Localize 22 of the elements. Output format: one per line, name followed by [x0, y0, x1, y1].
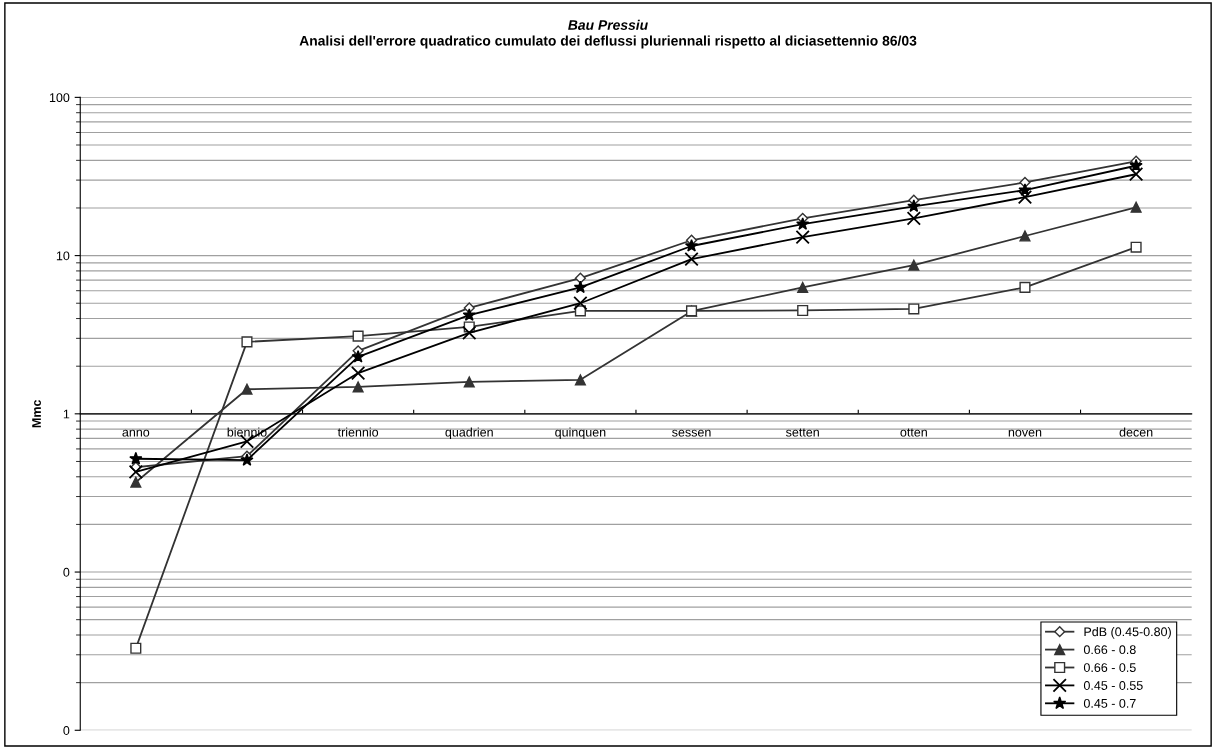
legend-label: PdB (0.45-0.80)	[1084, 627, 1171, 639]
y-tick-label: 100	[49, 93, 70, 103]
y-tick-label: 0	[63, 567, 70, 577]
x-tick-label: decen	[1119, 427, 1153, 437]
x-tick-label: setten	[786, 428, 819, 437]
x-tick-label: sessen	[672, 429, 711, 437]
x-tick-label: quinquen	[555, 427, 606, 440]
chart-title: Bau Pressiu	[568, 19, 648, 30]
y-tick-label: 0	[63, 726, 70, 735]
x-tick-label: otten	[900, 428, 927, 437]
x-tick-label: noven	[1008, 429, 1042, 437]
legend-label: 0.45 - 0.55	[1083, 681, 1143, 690]
legend-label: 0.66 - 0.5	[1083, 663, 1136, 672]
x-tick-label: triennio	[337, 427, 379, 437]
y-tick-label: 1	[63, 409, 70, 419]
x-tick-label: anno	[122, 429, 150, 437]
x-tick-label: quadrien	[445, 427, 493, 440]
legend-label: 0.66 - 0.8	[1083, 645, 1136, 655]
y-axis-title: Mmc	[32, 399, 41, 428]
y-tick-label: 10	[56, 251, 70, 261]
legend-label: 0.45 - 0.7	[1083, 698, 1136, 708]
chart-subtitle: Analisi dell'errore quadratico cumulato dei deflussi pluriennali rispetto al diciasettennio 86/03	[299, 35, 917, 49]
